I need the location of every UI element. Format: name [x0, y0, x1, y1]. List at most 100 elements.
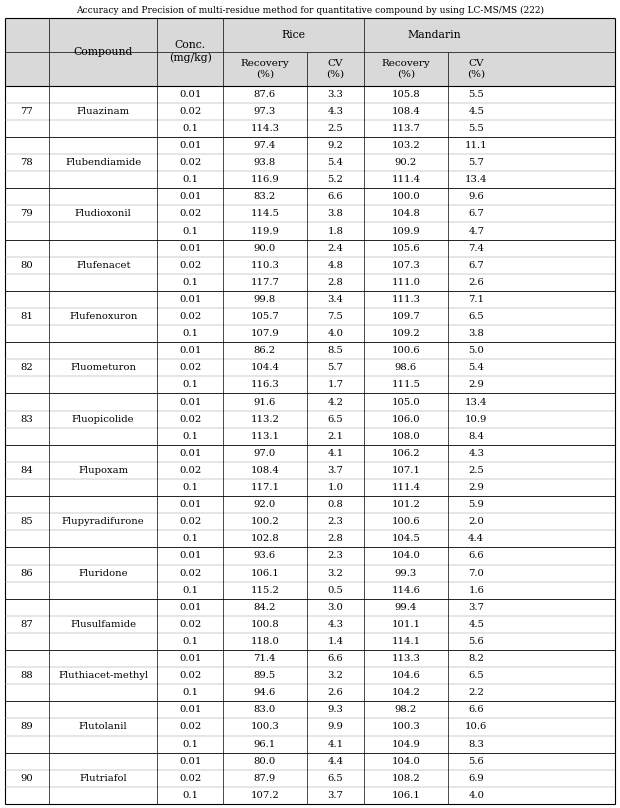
- Text: 111.5: 111.5: [391, 381, 420, 389]
- Text: 0.01: 0.01: [179, 347, 202, 356]
- Text: 86.2: 86.2: [254, 347, 276, 356]
- Text: 6.6: 6.6: [469, 552, 484, 561]
- Text: 100.2: 100.2: [250, 517, 279, 526]
- Text: 105.7: 105.7: [250, 312, 279, 321]
- Text: 94.6: 94.6: [254, 688, 276, 697]
- Text: Flupyradifurone: Flupyradifurone: [62, 517, 144, 526]
- Text: 98.2: 98.2: [395, 705, 417, 714]
- Text: Compound: Compound: [74, 47, 133, 57]
- Text: 0.02: 0.02: [179, 517, 202, 526]
- Text: 91.6: 91.6: [254, 398, 276, 406]
- Text: 104.8: 104.8: [391, 209, 420, 218]
- Text: 0.01: 0.01: [179, 244, 202, 253]
- Text: 4.1: 4.1: [327, 449, 343, 458]
- Text: 6.7: 6.7: [468, 209, 484, 218]
- Text: 100.8: 100.8: [250, 620, 279, 629]
- Text: 101.2: 101.2: [391, 500, 420, 509]
- Text: 105.6: 105.6: [391, 244, 420, 253]
- Text: 8.3: 8.3: [468, 739, 484, 748]
- Text: 90.2: 90.2: [395, 158, 417, 167]
- Text: 2.3: 2.3: [327, 552, 343, 561]
- Text: 113.7: 113.7: [391, 124, 420, 133]
- Text: 87.6: 87.6: [254, 90, 276, 99]
- Text: 6.6: 6.6: [327, 654, 343, 663]
- Text: 9.3: 9.3: [327, 705, 343, 714]
- Text: 100.3: 100.3: [250, 722, 279, 731]
- Bar: [5, 343, 615, 393]
- Text: 0.5: 0.5: [327, 586, 343, 595]
- Text: 4.8: 4.8: [327, 261, 343, 270]
- Text: 82: 82: [20, 364, 33, 372]
- Text: 10.9: 10.9: [465, 415, 487, 423]
- Text: 0.1: 0.1: [182, 124, 198, 133]
- Text: 7.5: 7.5: [327, 312, 343, 321]
- Text: 4.0: 4.0: [327, 329, 343, 338]
- Text: 4.5: 4.5: [468, 107, 484, 116]
- Text: 111.0: 111.0: [391, 278, 420, 287]
- Text: 5.0: 5.0: [468, 347, 484, 356]
- Text: Fluthiacet-methyl: Fluthiacet-methyl: [58, 671, 148, 680]
- Text: 117.1: 117.1: [250, 483, 280, 492]
- Text: 1.6: 1.6: [468, 586, 484, 595]
- Text: Mandarin: Mandarin: [407, 30, 461, 40]
- Text: 0.1: 0.1: [182, 586, 198, 595]
- Text: 2.6: 2.6: [327, 688, 343, 697]
- Text: 0.02: 0.02: [179, 158, 202, 167]
- Bar: [5, 701, 615, 753]
- Text: 6.9: 6.9: [468, 774, 484, 783]
- Text: 0.02: 0.02: [179, 261, 202, 270]
- Text: Accuracy and Precision of multi-residue method for quantitative compound by usin: Accuracy and Precision of multi-residue …: [76, 6, 544, 15]
- Text: 93.8: 93.8: [254, 158, 276, 167]
- Bar: [5, 239, 615, 291]
- Text: 86: 86: [20, 569, 33, 578]
- Text: 3.7: 3.7: [468, 603, 484, 612]
- Text: 5.5: 5.5: [468, 124, 484, 133]
- Text: 0.1: 0.1: [182, 278, 198, 287]
- Text: 5.5: 5.5: [468, 90, 484, 99]
- Text: 1.7: 1.7: [327, 381, 343, 389]
- Text: 0.1: 0.1: [182, 175, 198, 184]
- Text: 119.9: 119.9: [250, 226, 279, 235]
- Text: 0.1: 0.1: [182, 226, 198, 235]
- Text: 2.9: 2.9: [468, 483, 484, 492]
- Text: 9.9: 9.9: [327, 722, 343, 731]
- Text: 3.8: 3.8: [327, 209, 343, 218]
- Bar: [5, 86, 615, 137]
- Text: 101.1: 101.1: [391, 620, 420, 629]
- Text: 6.6: 6.6: [327, 192, 343, 201]
- Text: 0.1: 0.1: [182, 431, 198, 440]
- Text: 77: 77: [20, 107, 33, 116]
- Text: Fludioxonil: Fludioxonil: [75, 209, 131, 218]
- Text: 2.5: 2.5: [327, 124, 343, 133]
- Text: 5.6: 5.6: [468, 757, 484, 766]
- Text: 104.9: 104.9: [391, 739, 420, 748]
- Text: 116.3: 116.3: [250, 381, 279, 389]
- Bar: [5, 496, 615, 548]
- Text: 2.4: 2.4: [327, 244, 343, 253]
- Text: 0.02: 0.02: [179, 107, 202, 116]
- Bar: [5, 444, 615, 496]
- Text: 6.5: 6.5: [327, 774, 343, 783]
- Text: 114.3: 114.3: [250, 124, 280, 133]
- Text: 100.3: 100.3: [391, 722, 420, 731]
- Text: 108.2: 108.2: [391, 774, 420, 783]
- Text: Fluopicolide: Fluopicolide: [72, 415, 135, 423]
- Text: 84: 84: [20, 466, 33, 475]
- Text: 88: 88: [20, 671, 33, 680]
- Text: 107.9: 107.9: [250, 329, 279, 338]
- Text: 114.6: 114.6: [391, 586, 420, 595]
- Text: 5.7: 5.7: [468, 158, 484, 167]
- Text: 5.6: 5.6: [468, 637, 484, 646]
- Bar: [5, 137, 615, 188]
- Text: 93.6: 93.6: [254, 552, 276, 561]
- Text: 7.0: 7.0: [468, 569, 484, 578]
- Text: 87: 87: [20, 620, 33, 629]
- Text: 0.02: 0.02: [179, 722, 202, 731]
- Text: 2.6: 2.6: [468, 278, 484, 287]
- Text: 0.1: 0.1: [182, 534, 198, 543]
- Text: 0.1: 0.1: [182, 791, 198, 800]
- Text: 3.4: 3.4: [327, 295, 343, 304]
- Text: 8.5: 8.5: [327, 347, 343, 356]
- Text: 113.2: 113.2: [250, 415, 279, 423]
- Text: 104.6: 104.6: [391, 671, 420, 680]
